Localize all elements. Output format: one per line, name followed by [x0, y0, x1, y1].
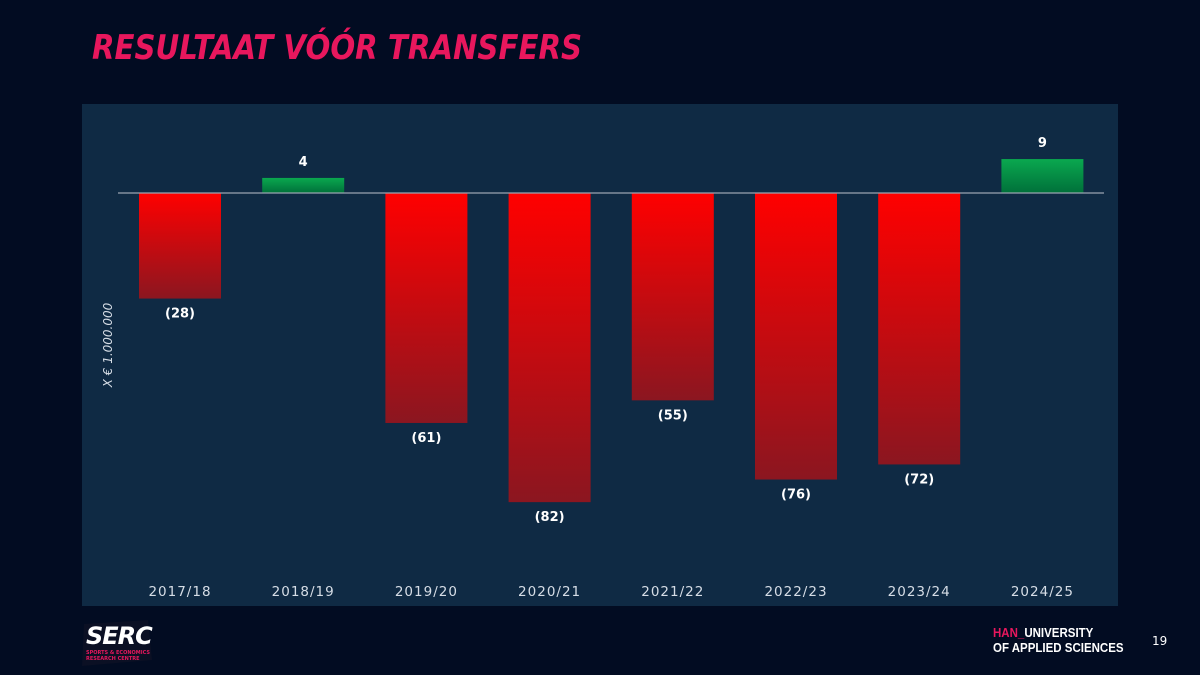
data-label-2023-24: (72): [904, 472, 934, 487]
x-tick-label-2022-23: 2022/23: [764, 584, 827, 600]
data-label-2021-22: (55): [658, 408, 688, 423]
bars-group: [139, 159, 1084, 503]
data-labels-group: (28) 4 (61) (82) (55) (76) (72) 9: [165, 136, 1047, 525]
x-tick-label-2020-21: 2020/21: [518, 584, 581, 600]
bar-2017-18: [139, 193, 221, 299]
serc-logo-word: SERC: [86, 622, 153, 650]
data-label-2024-25: 9: [1038, 136, 1047, 151]
serc-logo-background: [82, 620, 152, 666]
x-tick-label-2018-19: 2018/19: [272, 584, 335, 600]
han-logo: HAN_UNIVERSITY OF APPLIED SCIENCES: [993, 626, 1124, 656]
data-label-2019-20: (61): [411, 431, 441, 446]
han-logo-line1: UNIVERSITY: [1024, 626, 1094, 640]
data-label-2018-19: 4: [299, 155, 308, 170]
x-tick-label-2024-25: 2024/25: [1011, 584, 1074, 600]
serc-logo: SERC SPORTS & ECONOMICS RESEARCH CENTRE: [82, 620, 154, 668]
han-logo-prefix: HAN: [993, 626, 1018, 640]
bar-chart: (28) 4 (61) (82) (55) (76) (72) 9 2017/18 2018/1…: [118, 136, 1104, 600]
x-tick-label-2023-24: 2023/24: [888, 584, 951, 600]
x-tick-label-2021-22: 2021/22: [641, 584, 704, 600]
data-label-2017-18: (28): [165, 307, 195, 322]
bar-2018-19: [262, 177, 345, 193]
bar-2023-24: [878, 193, 961, 465]
x-tick-labels-group: 2017/18 2018/19 2019/20 2020/21 2021/22 2022/…: [148, 584, 1074, 600]
chart-panel: (28) 4 (61) (82) (55) (76) (72) 9 2017/18 2018/1…: [82, 104, 1118, 606]
bar-2022-23: [755, 193, 837, 480]
bar-2021-22: [631, 193, 714, 401]
bar-2020-21: [508, 193, 591, 503]
x-tick-label-2017-18: 2017/18: [148, 584, 211, 600]
data-label-2020-21: (82): [535, 510, 565, 525]
han-logo-line2: OF APPLIED SCIENCES: [993, 641, 1124, 655]
bar-2024-25: [1001, 159, 1084, 193]
data-label-2022-23: (76): [781, 488, 811, 503]
y-axis-label: X € 1.000.000: [101, 302, 115, 388]
slide-title: RESULTAAT VÓÓR TRANSFERS: [92, 28, 583, 68]
han-logo-separator: _: [1017, 626, 1025, 640]
page-number: 19: [1152, 634, 1168, 648]
x-tick-label-2019-20: 2019/20: [395, 584, 458, 600]
bar-2019-20: [385, 193, 468, 423]
serc-logo-subtitle: SPORTS & ECONOMICS RESEARCH CENTRE: [86, 650, 150, 662]
